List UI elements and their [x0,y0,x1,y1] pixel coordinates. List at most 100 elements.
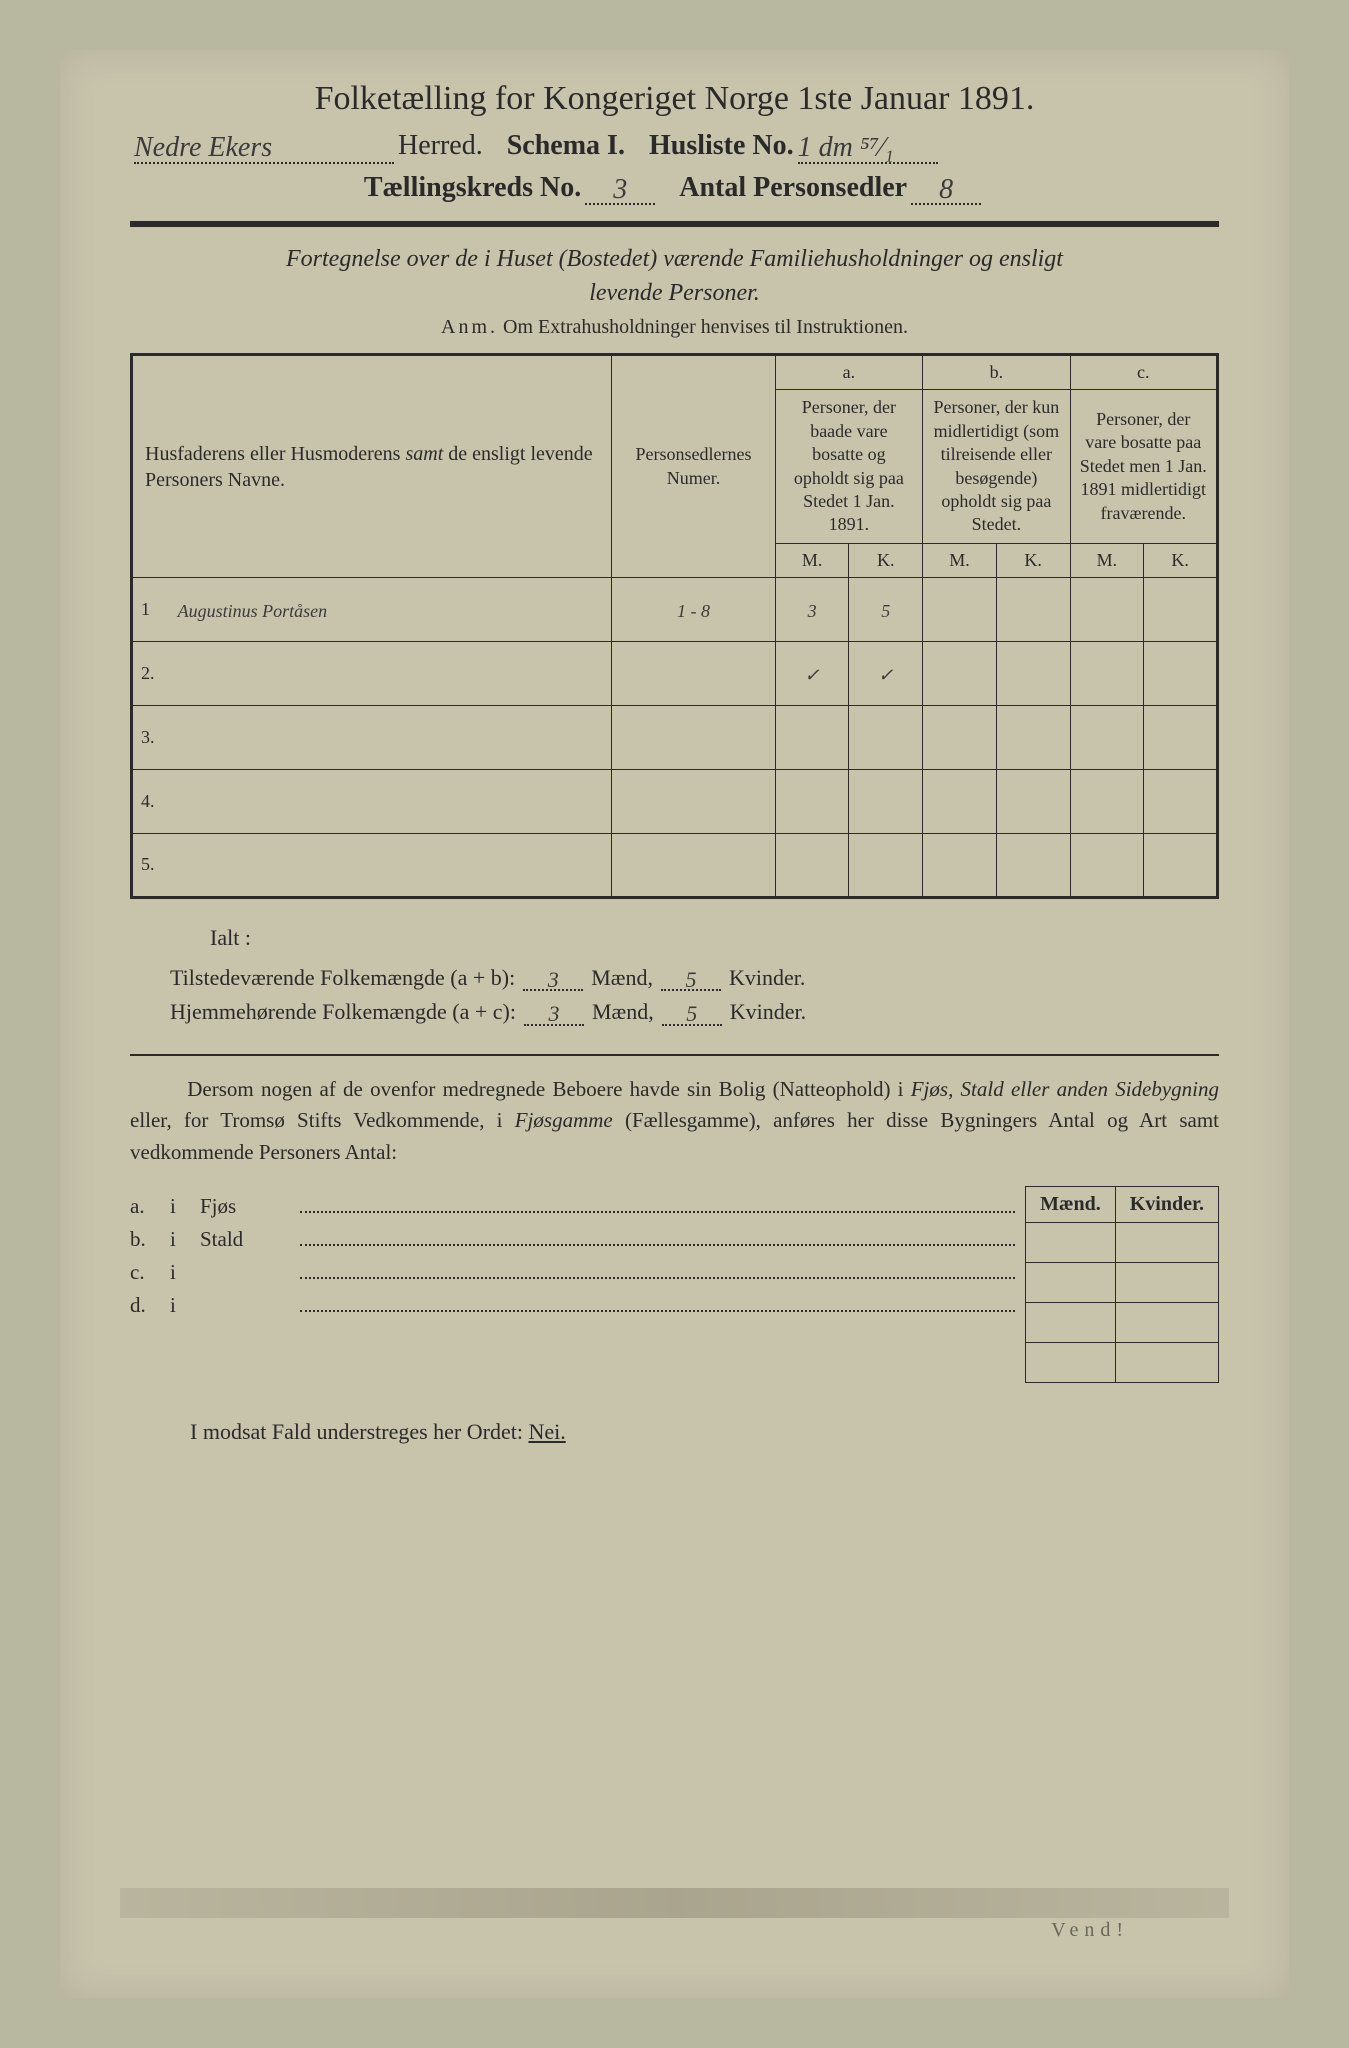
row-number: 3. [132,705,170,769]
col-b-label: b. [923,355,1070,390]
col-b-m: M. [923,543,997,577]
a-m-cell: ✓ [775,641,849,705]
schema-label: Schema I. [507,130,625,162]
b-m-cell [923,705,997,769]
c-k-cell [1144,641,1218,705]
herred-label: Herred. [398,130,483,162]
side-cell [1115,1263,1218,1303]
row-number: 1 [132,577,170,641]
antal-field: 8 [911,172,981,206]
col-sedler-header: Personsedlernes Numer. [612,355,775,577]
c-k-cell [1144,705,1218,769]
a-k-cell: 5 [849,577,923,641]
husliste-field: 1 dm ⁵⁷⁄₁ [798,130,938,164]
table-row: 4. [132,769,1218,833]
resident-m-field: 3 [524,999,584,1025]
sedler-cell [612,769,775,833]
c-m-cell [1070,577,1144,641]
side-i: i [170,1227,200,1252]
summary-present: Tilstedeværende Folkemængde (a + b): 3 M… [170,965,1219,991]
side-building-paragraph: Dersom nogen af de ovenfor medregnede Be… [130,1074,1219,1169]
side-dotline [300,1225,1015,1246]
a-m-cell [775,833,849,897]
a-k-cell: ✓ [849,641,923,705]
c-k-cell [1144,833,1218,897]
a-k-cell [849,833,923,897]
c-m-cell [1070,769,1144,833]
col-c-k: K. [1144,543,1218,577]
herred-field: Nedre Ekers [134,130,394,164]
side-mk-table: Mænd. Kvinder. [1025,1186,1219,1383]
side-cell [1026,1223,1116,1263]
side-label: c. [130,1260,170,1285]
present-m-field: 3 [523,965,583,991]
resident-k-field: 5 [662,999,722,1025]
ialt-label: Ialt : [210,925,1219,951]
c-m-cell [1070,833,1144,897]
side-cell [1115,1303,1218,1343]
col-c-header: Personer, der vare bosatte paa Stedet me… [1070,390,1217,543]
table-row: 2. ✓✓ [132,641,1218,705]
col-c-m: M. [1070,543,1144,577]
header-line-1: Nedre Ekers Herred. Schema I. Husliste N… [130,130,1219,164]
name-cell [170,705,612,769]
vendt-label: Vend! [1011,1913,1169,1948]
name-cell: Augustinus Portåsen [170,577,612,641]
intro-text: Fortegnelse over de i Huset (Bostedet) v… [130,243,1219,310]
divider-thin [130,1054,1219,1056]
name-cell [170,769,612,833]
side-building-section: a.iFjøsb.iStaldc.id.i Mænd. Kvinder. [130,1186,1219,1383]
col-names-header: Husfaderens eller Husmoderens samt de en… [132,355,612,577]
side-name: Fjøs [200,1194,300,1219]
husliste-label: Husliste No. [649,130,794,162]
side-cell [1115,1343,1218,1383]
name-cell [170,641,612,705]
side-m-header: Mænd. [1026,1187,1116,1223]
row-number: 2. [132,641,170,705]
c-m-cell [1070,641,1144,705]
c-k-cell [1144,577,1218,641]
summary-resident: Hjemmehørende Folkemængde (a + c): 3 Mæn… [170,999,1219,1025]
col-a-m: M. [775,543,849,577]
col-c-label: c. [1070,355,1217,390]
side-dotline [300,1258,1015,1279]
side-name: Stald [200,1227,300,1252]
side-row: b.iStald [130,1225,1025,1252]
table-row: 1Augustinus Portåsen1 - 835 [132,577,1218,641]
anm-note: Anm. Om Extrahusholdninger henvises til … [130,316,1219,339]
side-cell [1026,1303,1116,1343]
side-row: c.i [130,1258,1025,1285]
header-line-2: Tællingskreds No. 3 Antal Personsedler 8 [130,172,1219,206]
a-k-cell [849,705,923,769]
col-a-k: K. [849,543,923,577]
side-cell [1026,1343,1116,1383]
col-a-header: Personer, der baade vare bosatte og opho… [775,390,922,543]
a-m-cell [775,705,849,769]
table-row: 3. [132,705,1218,769]
side-label: d. [130,1293,170,1318]
row-number: 4. [132,769,170,833]
present-k-field: 5 [661,965,721,991]
page-title: Folketælling for Kongeriget Norge 1ste J… [130,80,1219,118]
b-m-cell [923,577,997,641]
col-b-header: Personer, der kun midlertidigt (som tilr… [923,390,1070,543]
col-a-label: a. [775,355,922,390]
b-m-cell [923,769,997,833]
a-m-cell: 3 [775,577,849,641]
b-k-cell [996,833,1070,897]
side-cell [1026,1263,1116,1303]
table-row: 5. [132,833,1218,897]
b-m-cell [923,833,997,897]
kreds-label: Tællingskreds No. [364,172,581,204]
side-dotline [300,1192,1015,1213]
side-label: b. [130,1227,170,1252]
b-k-cell [996,769,1070,833]
antal-label: Antal Personsedler [679,172,907,204]
a-m-cell [775,769,849,833]
b-k-cell [996,641,1070,705]
nei-line: I modsat Fald understreges her Ordet: Ne… [190,1419,1219,1445]
b-k-cell [996,577,1070,641]
side-k-header: Kvinder. [1115,1187,1218,1223]
side-list: a.iFjøsb.iStaldc.id.i [130,1186,1025,1383]
c-k-cell [1144,769,1218,833]
